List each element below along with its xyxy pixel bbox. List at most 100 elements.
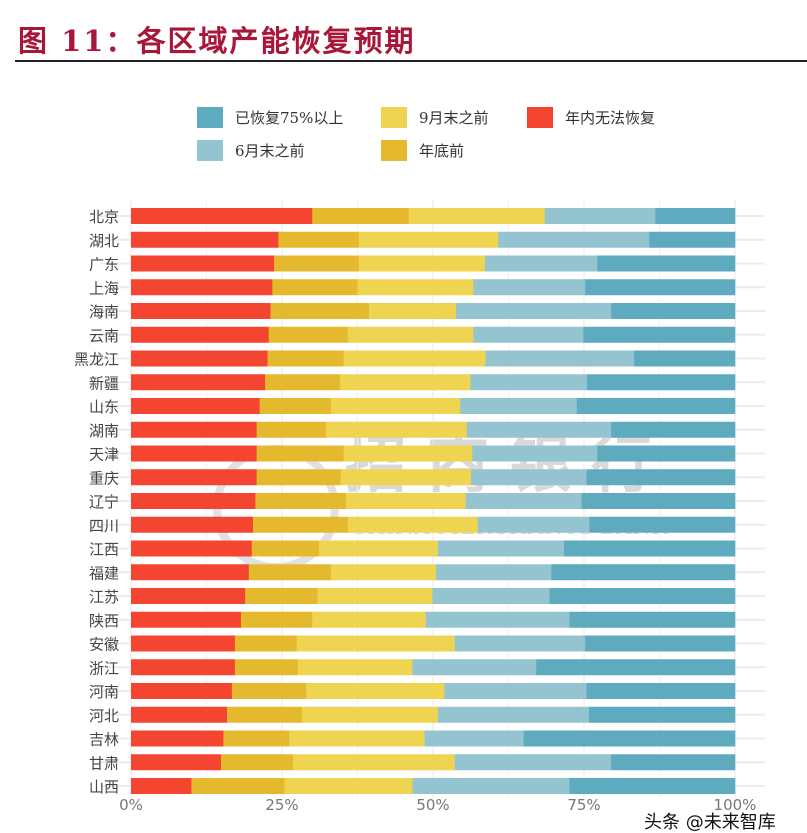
bar-segment-0 — [131, 540, 253, 557]
category-label: 辽宁 — [89, 493, 119, 511]
bar-segment-4 — [583, 326, 736, 343]
bar-segment-2 — [346, 493, 466, 509]
category-label: 河南 — [89, 683, 119, 701]
bar-segment-3 — [484, 255, 598, 272]
category-label: 山东 — [89, 398, 119, 416]
bar-segment-2 — [289, 730, 425, 747]
bar-segment-0 — [131, 255, 275, 272]
bar-segment-1 — [278, 231, 360, 248]
category-label: 湖南 — [89, 422, 119, 440]
bar-segment-1 — [256, 421, 327, 438]
bar-segment-4 — [611, 303, 736, 319]
legend-item: 已恢复75%以上 — [197, 107, 343, 128]
bar-segment-3 — [498, 231, 650, 248]
legend-swatch — [381, 140, 407, 161]
figure-title: 图 11：各区域产能恢复预期 — [18, 24, 416, 58]
bar-segment-3 — [485, 350, 635, 367]
bar-segment-2 — [330, 564, 437, 581]
bar-segment-0 — [131, 421, 257, 438]
bar-segment-4 — [611, 421, 736, 438]
bar-segment-2 — [312, 611, 427, 628]
bar-segment-1 — [248, 564, 332, 581]
category-label: 新疆 — [89, 374, 119, 392]
bar-segment-3 — [477, 516, 590, 533]
bar-segment-4 — [586, 683, 736, 699]
bar-segment-4 — [581, 493, 736, 509]
bar-segment-2 — [368, 303, 457, 319]
bar-segment-1 — [268, 326, 349, 343]
bar-segment-2 — [347, 516, 478, 533]
bar-segment-0 — [131, 778, 192, 794]
bar-segment-2 — [408, 208, 546, 224]
bar-segment-4 — [564, 540, 736, 557]
bar-segment-4 — [551, 564, 736, 581]
bar-segment-0 — [131, 398, 260, 414]
bar-segment-3 — [470, 374, 588, 391]
bar-segment-1 — [255, 493, 347, 509]
bar-segment-3 — [432, 588, 550, 604]
bar-segment-1 — [251, 540, 320, 557]
bar-segment-4 — [586, 469, 736, 486]
bar-segment-4 — [611, 754, 736, 771]
bar-segment-4 — [585, 279, 736, 296]
bar-segment-0 — [131, 588, 246, 604]
bar-segment-3 — [437, 706, 590, 723]
bar-segment-0 — [131, 516, 254, 533]
category-label: 海南 — [89, 303, 119, 321]
bar-segment-0 — [131, 469, 257, 486]
bar-segment-0 — [131, 754, 222, 771]
bar-segment-3 — [425, 611, 570, 628]
category-label: 四川 — [89, 517, 119, 535]
bar-segment-3 — [472, 445, 598, 462]
bar-segment-4 — [569, 778, 736, 794]
legend-label: 已恢复75%以上 — [235, 109, 344, 127]
bar-segment-4 — [569, 611, 736, 628]
category-label: 重庆 — [89, 469, 119, 487]
bar-segment-0 — [131, 730, 224, 747]
bar-segment-2 — [317, 588, 433, 604]
bar-segment-0 — [131, 374, 266, 391]
legend-swatch — [197, 140, 223, 161]
bar-segment-3 — [473, 279, 586, 296]
bar-segment-4 — [549, 588, 736, 604]
category-label: 浙江 — [89, 659, 119, 677]
bar-segment-4 — [588, 706, 736, 723]
bar-segment-4 — [597, 445, 736, 462]
bar-segment-1 — [259, 398, 332, 414]
bar-segment-0 — [131, 635, 236, 652]
category-label: 湖北 — [89, 232, 119, 250]
bar-segment-1 — [245, 588, 318, 604]
category-label: 云南 — [89, 327, 119, 345]
bar-segment-1 — [274, 255, 360, 272]
bar-segment-2 — [343, 350, 486, 367]
source-credit: 头条 @未来智库 — [644, 812, 776, 833]
legend-label: 年内无法恢复 — [565, 109, 656, 127]
bar-segment-3 — [471, 469, 587, 486]
category-label: 河北 — [89, 707, 119, 725]
bar-segment-3 — [437, 540, 565, 557]
bar-segment-0 — [131, 350, 268, 367]
bar-segment-1 — [272, 279, 358, 296]
bar-segment-3 — [473, 326, 584, 343]
bar-segment-0 — [131, 303, 271, 319]
bar-segment-3 — [544, 208, 656, 224]
bar-segment-0 — [131, 231, 279, 248]
bar-segment-1 — [234, 635, 297, 652]
x-tick-label: 100% — [714, 796, 757, 814]
bar-segment-1 — [265, 374, 341, 391]
bar-segment-3 — [465, 493, 582, 509]
bar-segment-4 — [589, 516, 736, 533]
bar-segment-4 — [576, 398, 736, 414]
legend-item: 9月末之前 — [381, 107, 489, 128]
bar-segment-3 — [412, 778, 570, 794]
category-label: 天津 — [89, 446, 119, 464]
x-tick-label: 0% — [119, 796, 143, 814]
bar-segment-1 — [227, 706, 303, 723]
bar-segment-2 — [318, 540, 439, 557]
bar-segment-0 — [131, 659, 236, 676]
bar-segment-2 — [358, 255, 486, 272]
category-label: 甘肃 — [89, 754, 119, 772]
legend-item: 6月末之前 — [197, 140, 305, 161]
category-label: 江苏 — [89, 588, 119, 606]
bar-segment-2 — [357, 279, 474, 296]
